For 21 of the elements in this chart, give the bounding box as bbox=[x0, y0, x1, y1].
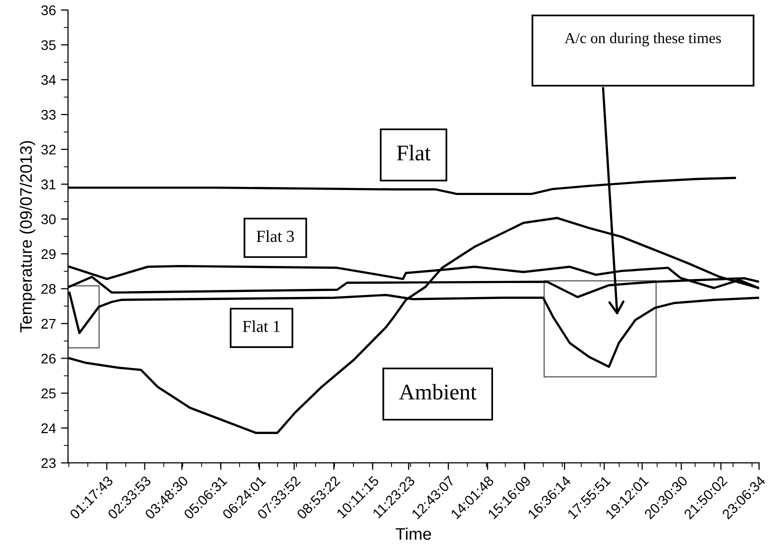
y-tick-label: 28 bbox=[41, 284, 56, 294]
series-label: Flat 3 bbox=[256, 230, 294, 242]
y-axis-title: Temperature (09/07/2013) bbox=[20, 141, 36, 332]
x-axis-title: Time bbox=[396, 528, 432, 540]
y-tick-label: 34 bbox=[41, 75, 56, 85]
y-tick-label: 32 bbox=[41, 144, 56, 155]
series-label: Flat bbox=[396, 144, 431, 160]
y-tick-label: 31 bbox=[41, 180, 56, 190]
text: Ambient bbox=[399, 384, 476, 400]
y-tick-label: 35 bbox=[41, 40, 56, 50]
y-tick-label: 24 bbox=[41, 423, 56, 434]
y-tick-label: 30 bbox=[41, 214, 56, 224]
y-tick-label: 36 bbox=[41, 5, 56, 16]
y-tick-label: 23 bbox=[41, 458, 56, 468]
y-tick-label: 27 bbox=[41, 318, 56, 329]
y-tick-label: 29 bbox=[41, 249, 56, 260]
annotation: A/c on during these times bbox=[564, 32, 721, 46]
y-tick-label: 26 bbox=[41, 354, 56, 364]
series-label: Flat 1 bbox=[242, 320, 280, 332]
y-tick-label: 25 bbox=[41, 388, 56, 398]
y-tick-label: 33 bbox=[41, 110, 56, 120]
